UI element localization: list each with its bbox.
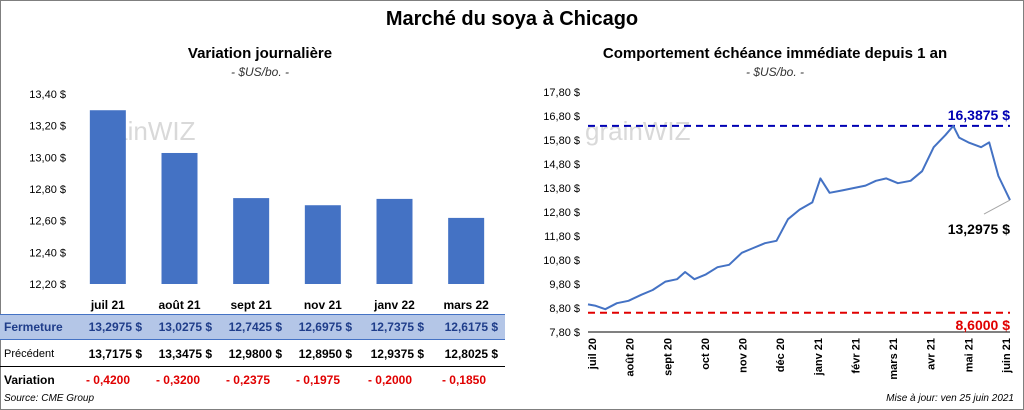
row-label: Précédent [4,348,55,360]
main-title: Marché du soya à Chicago [385,8,639,30]
x-tick-label: juil 20 [587,338,599,370]
left-chart-subtitle: - $US/bo. - [230,65,290,79]
x-tick-label: août 20 [625,338,637,377]
y-tick-label: 13,20 $ [29,121,66,133]
x-tick-label: nov 20 [738,338,750,373]
x-tick-label: sept 20 [662,338,674,376]
x-tick-label: avr 21 [926,338,938,370]
table-cell: - 0,2375 [225,373,270,387]
y-tick-label: 12,40 $ [29,247,66,259]
table-cell: 12,6975 $ [298,320,352,334]
table-cell: - 0,2000 [367,373,412,387]
table-cell: 12,7425 $ [228,320,282,334]
table-cell: 12,8950 $ [298,347,352,361]
watermark: grainWIZ [585,116,691,146]
y-tick-label: 14,80 $ [543,159,580,171]
x-tick-label: sept 21 [230,298,272,312]
reference-label: 16,3875 $ [948,107,1010,123]
bar-chart: 12,20 $ 12,40 $ 12,60 $ 12,80 $ 13,00 $ 13,20… [29,89,489,312]
x-tick-label: janv 21 [813,338,825,376]
source-note: Source: CME Group [4,393,95,404]
table-row-variation: Variation - 0,4200 - 0,3200 - 0,2375 - 0… [0,368,505,392]
table-cell: 13,3475 $ [158,347,212,361]
table-cell: 13,0275 $ [158,320,212,334]
table-cell: - 0,1975 [295,373,340,387]
right-chart-subtitle: - $US/bo. - [745,65,805,79]
x-tick-label: févr 21 [850,338,862,373]
y-tick-label: 12,80 $ [29,184,66,196]
x-tick-label: mars 22 [443,298,489,312]
bar [376,198,413,284]
table-cell: - 0,1850 [441,373,486,387]
bar [448,217,485,284]
y-tick-label: 16,80 $ [543,111,580,123]
table-cell: 12,8025 $ [444,347,498,361]
table-row-precedent: Précédent 13,7175 $ 13,3475 $ 12,9800 $ … [0,342,505,367]
y-tick-label: 11,80 $ [544,231,580,243]
line-chart: 7,80 $ 8,80 $ 9,80 $ 10,80 $ 11,80 $ 12,80 $ 1… [543,87,1013,380]
table-cell: 12,9375 $ [370,347,424,361]
table-cell: 13,2975 $ [88,320,142,334]
bar [233,198,270,284]
update-note: Mise à jour: ven 25 juin 2021 [886,393,1014,404]
y-tick-label: 9,80 $ [549,279,580,291]
y-tick-label: 8,80 $ [549,303,580,315]
series-line [587,124,1011,311]
row-label: Fermeture [4,320,63,334]
y-tick-label: 10,80 $ [543,255,580,267]
bar [304,205,341,284]
x-tick-label: janv 22 [373,298,415,312]
table-cell: 12,6175 $ [444,320,498,334]
table-cell: - 0,4200 [85,373,130,387]
y-tick-label: 12,20 $ [29,279,66,291]
x-tick-label: oct 20 [700,338,712,370]
y-tick-label: 13,00 $ [29,152,66,164]
x-tick-label: mai 21 [963,338,975,372]
callout-leader [983,199,1011,215]
right-chart-title: Comportement échéance immédiate depuis 1… [602,45,948,62]
y-tick-label: 7,80 $ [549,327,580,339]
x-tick-label: mars 21 [888,338,900,380]
y-tick-label: 17,80 $ [543,87,580,99]
y-tick-label: 15,80 $ [543,135,580,147]
left-chart-title: Variation journalière [187,45,333,62]
table-cell: 12,9800 $ [228,347,282,361]
last-value-label: 13,2975 $ [948,221,1010,237]
y-tick-label: 12,60 $ [29,216,66,228]
table-cell: 13,7175 $ [88,347,142,361]
y-tick-label: 13,40 $ [29,89,66,101]
bar [161,152,198,284]
bar [89,110,126,285]
x-tick-label: nov 21 [304,298,342,312]
y-tick-label: 12,80 $ [543,207,580,219]
table-row-fermeture: Fermeture 13,2975 $ 13,0275 $ 12,7425 $ … [0,314,505,340]
x-tick-label: août 21 [158,298,200,312]
table-cell: - 0,3200 [155,373,200,387]
reference-label: 8,6000 $ [956,317,1011,333]
row-label: Variation [4,373,55,387]
y-tick-label: 13,80 $ [543,183,580,195]
table-cell: 12,7375 $ [370,320,424,334]
x-tick-label: juil 21 [90,298,125,312]
x-tick-label: déc 20 [775,338,787,372]
x-tick-label: juin 21 [1001,338,1013,374]
